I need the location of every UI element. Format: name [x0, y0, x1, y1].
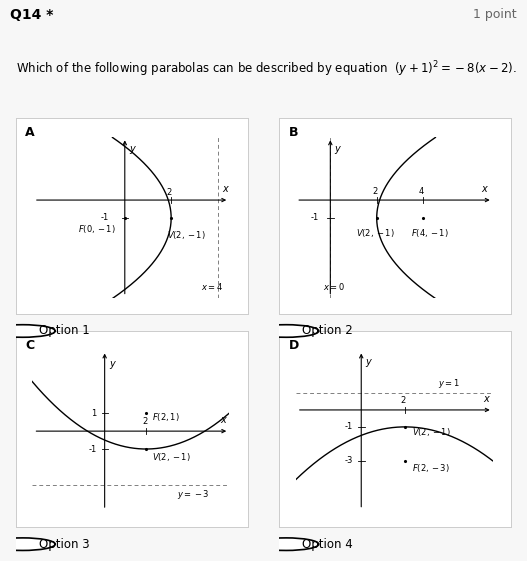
Text: -1: -1: [88, 444, 96, 453]
Text: $y=-3$: $y=-3$: [177, 488, 210, 502]
Circle shape: [254, 325, 319, 337]
Text: 2: 2: [401, 396, 406, 405]
Circle shape: [0, 325, 55, 337]
Text: $V(2,-1)$: $V(2,-1)$: [152, 450, 191, 463]
Text: $x$: $x$: [483, 393, 492, 403]
Text: Option 4: Option 4: [302, 537, 353, 551]
Text: $y$: $y$: [109, 358, 116, 371]
Text: 2: 2: [372, 187, 377, 196]
Text: B: B: [289, 126, 298, 139]
Text: Option 3: Option 3: [39, 537, 90, 551]
Text: $x$: $x$: [481, 183, 490, 194]
Text: Which of the following parabolas can be described by equation  $(y+1)^2=-8(x-2)$: Which of the following parabolas can be …: [16, 59, 516, 79]
Circle shape: [0, 538, 55, 550]
Text: $x$: $x$: [220, 415, 229, 425]
Text: -1: -1: [344, 422, 353, 431]
Text: Option 2: Option 2: [302, 324, 353, 338]
Text: Option 1: Option 1: [39, 324, 90, 338]
Text: $F(0,-1)$: $F(0,-1)$: [79, 223, 116, 235]
Text: 1: 1: [91, 409, 96, 418]
Text: 4: 4: [418, 187, 424, 196]
Text: $V(2,-1)$: $V(2,-1)$: [412, 426, 451, 438]
Text: $x$: $x$: [222, 183, 230, 194]
Text: -3: -3: [344, 456, 353, 465]
Text: C: C: [25, 339, 34, 352]
Text: -1: -1: [310, 213, 319, 223]
Text: $V(2,-1)$: $V(2,-1)$: [167, 229, 206, 241]
Circle shape: [254, 538, 319, 550]
Text: $y$: $y$: [129, 144, 137, 156]
Text: 1 point: 1 point: [473, 7, 516, 21]
Text: $y$: $y$: [334, 144, 343, 156]
Text: $F(2,-3)$: $F(2,-3)$: [412, 462, 450, 474]
Text: $y$: $y$: [365, 357, 373, 369]
Text: $F(4,-1)$: $F(4,-1)$: [412, 227, 450, 239]
Text: D: D: [289, 339, 299, 352]
Text: 2: 2: [142, 417, 147, 426]
Text: A: A: [25, 126, 35, 139]
Text: 2: 2: [167, 188, 172, 197]
Text: $y=1$: $y=1$: [438, 377, 460, 390]
Text: $V(2,-1)$: $V(2,-1)$: [356, 227, 395, 239]
Text: $x=0$: $x=0$: [324, 280, 346, 292]
Text: Q14 *: Q14 *: [11, 7, 54, 21]
Text: $F(2,1)$: $F(2,1)$: [152, 411, 180, 424]
Text: -1: -1: [100, 213, 109, 223]
Text: $x=4$: $x=4$: [201, 280, 223, 292]
